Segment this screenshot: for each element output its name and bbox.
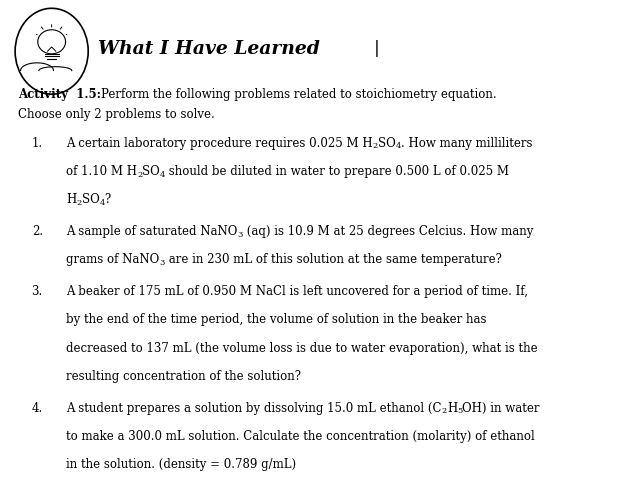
Text: of 1.10 M H: of 1.10 M H bbox=[66, 165, 137, 178]
Text: decreased to 137 mL (the volume loss is due to water evaporation), what is the: decreased to 137 mL (the volume loss is … bbox=[66, 342, 538, 355]
Text: 2: 2 bbox=[137, 171, 142, 179]
Text: are in 230 mL of this solution at the same temperature?: are in 230 mL of this solution at the sa… bbox=[165, 253, 501, 266]
Text: 4: 4 bbox=[396, 142, 401, 150]
Text: grams of NaNO: grams of NaNO bbox=[66, 253, 159, 266]
Text: 4.: 4. bbox=[32, 402, 43, 415]
Text: 4: 4 bbox=[100, 199, 105, 207]
Text: 3.: 3. bbox=[32, 285, 43, 298]
Text: OH) in water: OH) in water bbox=[462, 402, 540, 415]
Text: A student prepares a solution by dissolving 15.0 mL ethanol (C: A student prepares a solution by dissolv… bbox=[66, 402, 442, 415]
Text: 1.: 1. bbox=[32, 137, 43, 150]
Text: 3: 3 bbox=[238, 231, 243, 239]
Text: What I Have Learned: What I Have Learned bbox=[98, 40, 319, 58]
Text: 4: 4 bbox=[160, 171, 166, 179]
Text: 5: 5 bbox=[457, 407, 462, 415]
Text: 2: 2 bbox=[373, 142, 378, 150]
Text: H: H bbox=[66, 193, 76, 206]
Text: in the solution. (density = 0.789 g/mL): in the solution. (density = 0.789 g/mL) bbox=[66, 458, 296, 471]
Text: SO: SO bbox=[82, 193, 100, 206]
Text: Activity  1.5:: Activity 1.5: bbox=[18, 88, 101, 101]
Text: should be diluted in water to prepare 0.500 L of 0.025 M: should be diluted in water to prepare 0.… bbox=[166, 165, 510, 178]
Text: to make a 300.0 mL solution. Calculate the concentration (molarity) of ethanol: to make a 300.0 mL solution. Calculate t… bbox=[66, 430, 535, 443]
Text: (aq) is 10.9 M at 25 degrees Celcius. How many: (aq) is 10.9 M at 25 degrees Celcius. Ho… bbox=[243, 225, 533, 238]
Text: Perform the following problems related to stoichiometry equation.: Perform the following problems related t… bbox=[101, 88, 497, 101]
Text: by the end of the time period, the volume of solution in the beaker has: by the end of the time period, the volum… bbox=[66, 313, 486, 326]
Text: SO: SO bbox=[378, 137, 396, 150]
Text: . How many milliliters: . How many milliliters bbox=[401, 137, 532, 150]
Text: ?: ? bbox=[105, 193, 111, 206]
Text: SO: SO bbox=[142, 165, 160, 178]
Text: A sample of saturated NaNO: A sample of saturated NaNO bbox=[66, 225, 238, 238]
Text: resulting concentration of the solution?: resulting concentration of the solution? bbox=[66, 370, 301, 383]
Text: Choose only 2 problems to solve.: Choose only 2 problems to solve. bbox=[18, 108, 214, 121]
Text: 2: 2 bbox=[76, 199, 82, 207]
Text: A beaker of 175 mL of 0.950 M NaCl is left uncovered for a period of time. If,: A beaker of 175 mL of 0.950 M NaCl is le… bbox=[66, 285, 528, 298]
Text: 3: 3 bbox=[159, 259, 165, 267]
Text: H: H bbox=[447, 402, 457, 415]
Text: 2: 2 bbox=[442, 407, 447, 415]
Text: A certain laboratory procedure requires 0.025 M H: A certain laboratory procedure requires … bbox=[66, 137, 373, 150]
Text: 2.: 2. bbox=[32, 225, 43, 238]
Text: |: | bbox=[374, 41, 379, 57]
